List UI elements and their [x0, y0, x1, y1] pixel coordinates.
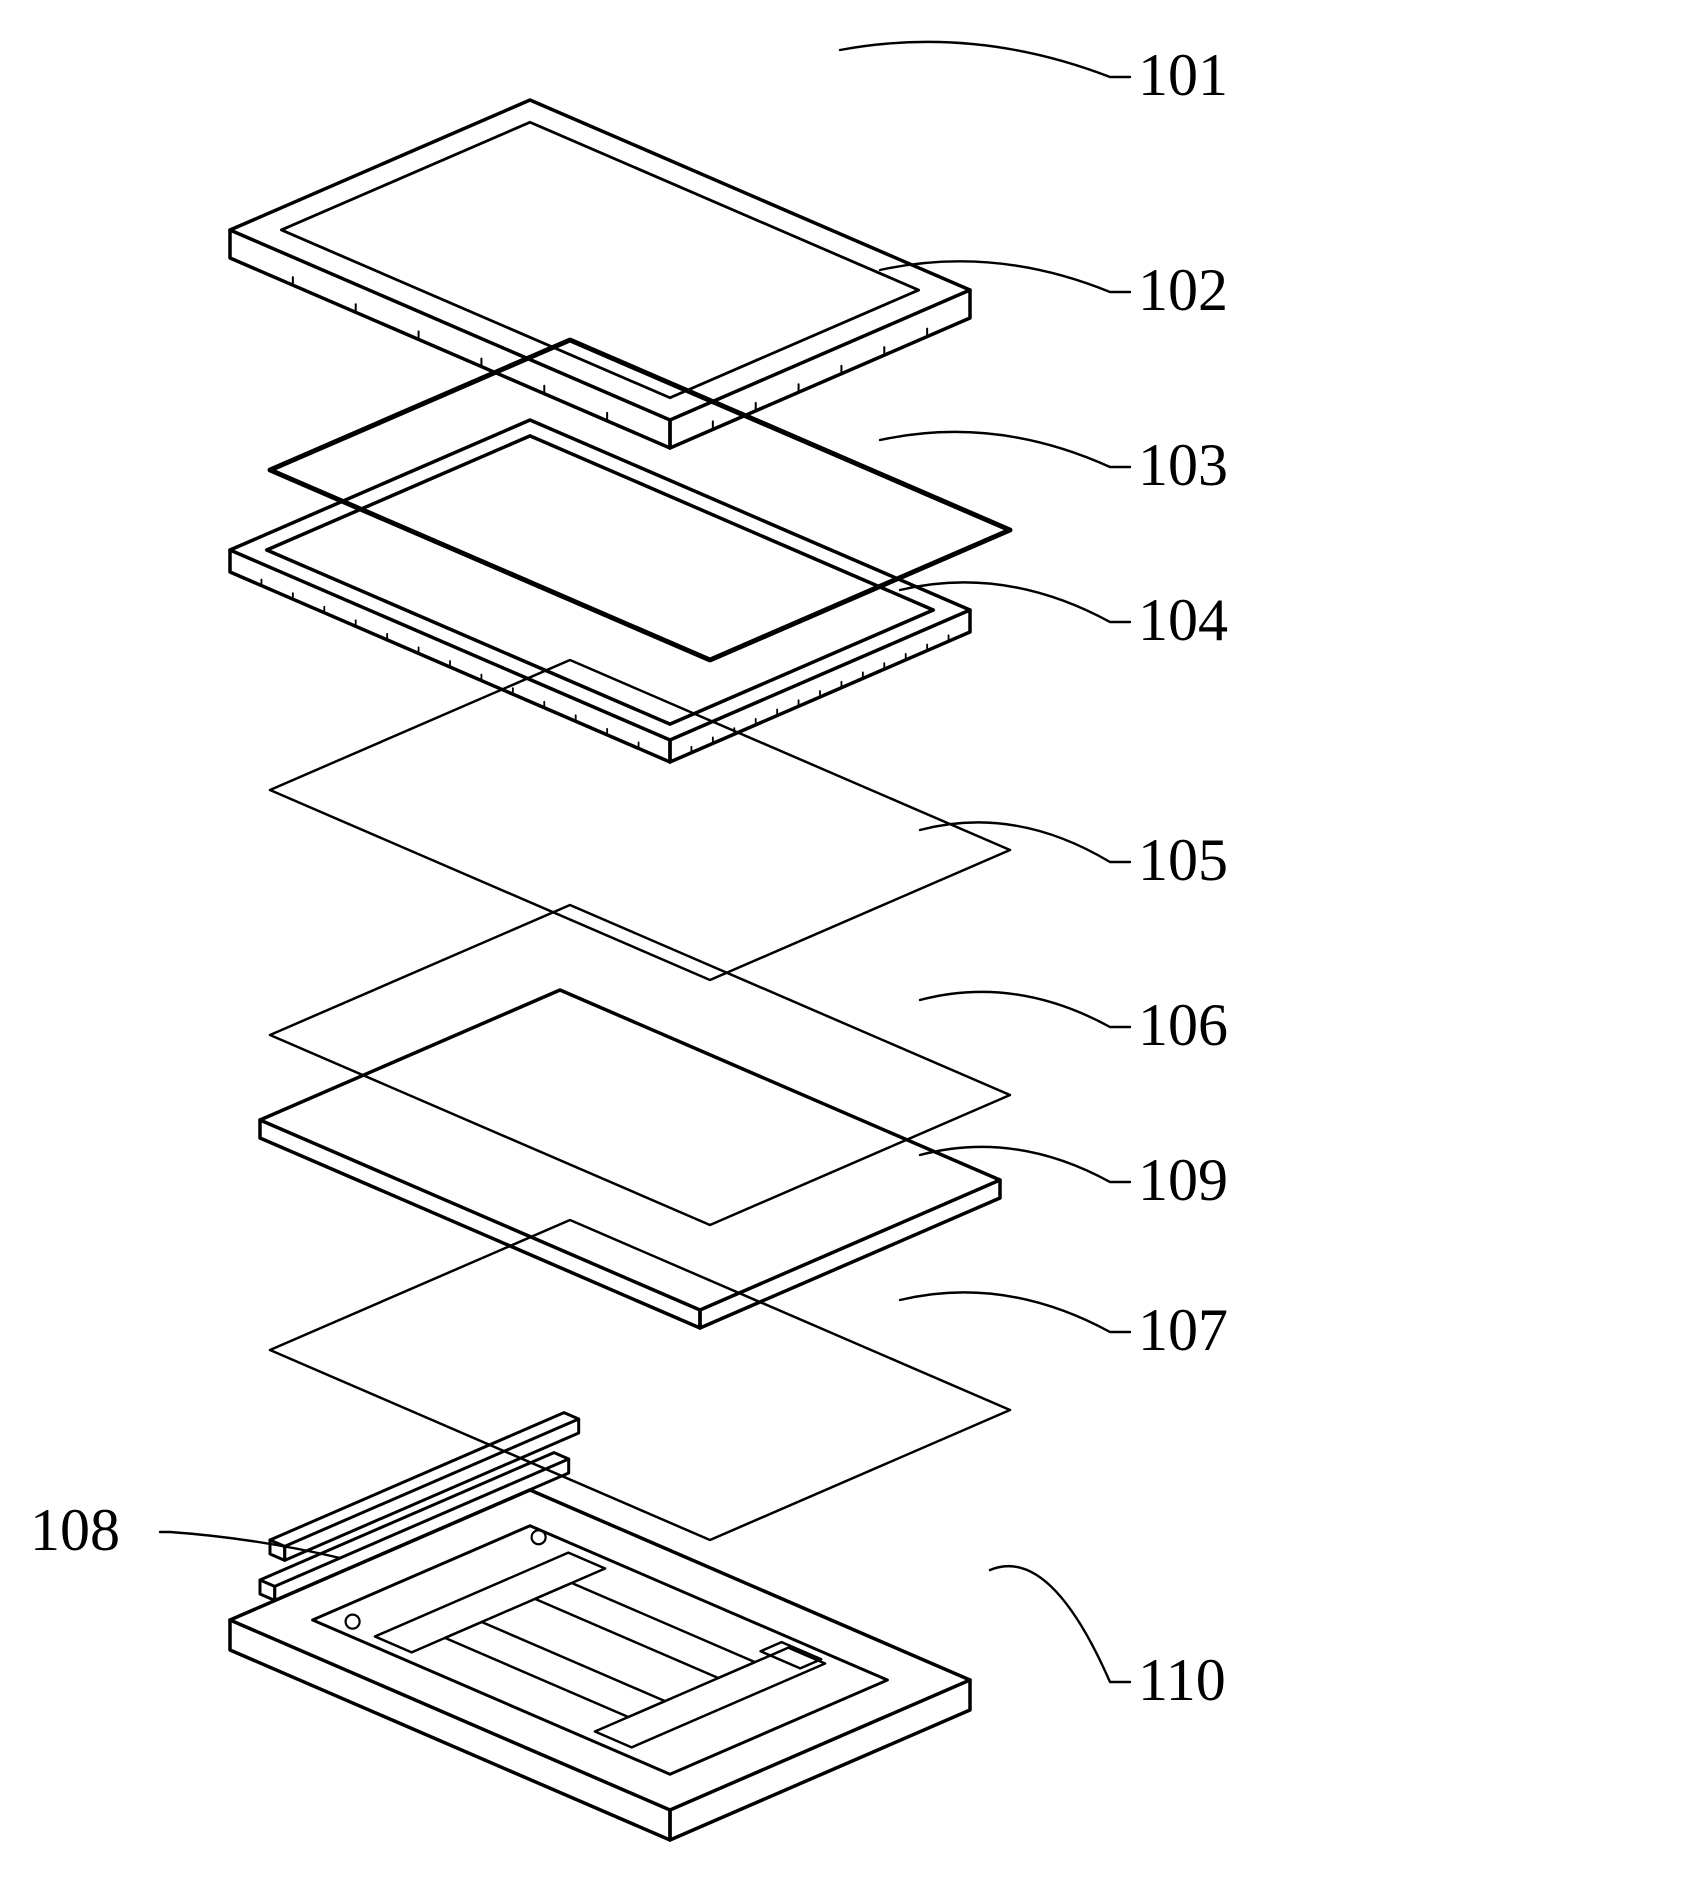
layer-101-outer: [230, 100, 970, 420]
layer-105-sheet: [270, 905, 1010, 1225]
label-104: 104: [1138, 587, 1228, 653]
leader-103: [880, 432, 1130, 467]
layer-106-top: [260, 990, 1000, 1310]
leader-105: [920, 822, 1130, 862]
layer-103-side-r: [670, 610, 970, 762]
layer-101-inner: [281, 122, 918, 398]
layer-110-boss-0: [346, 1615, 360, 1629]
leader-104: [900, 582, 1130, 622]
layer-108-top: [260, 1453, 569, 1587]
leader-101: [840, 42, 1130, 77]
layer-101-side-r: [670, 290, 970, 448]
leader-108: [160, 1532, 340, 1558]
label-108: 108: [30, 1497, 120, 1563]
label-105: 105: [1138, 827, 1228, 893]
layer-110-outer: [230, 1490, 970, 1810]
leader-106: [920, 992, 1130, 1027]
label-103: 103: [1138, 432, 1228, 498]
leader-110: [990, 1566, 1130, 1682]
leader-109: [920, 1147, 1130, 1182]
layer-106-right: [700, 1180, 1000, 1328]
layer-103-side-l: [230, 550, 670, 762]
leader-107: [900, 1292, 1130, 1332]
layer-110-col-1: [445, 1622, 665, 1717]
layer-110-side-r: [670, 1680, 970, 1840]
layer-106-left: [260, 1120, 700, 1328]
label-101: 101: [1138, 42, 1228, 108]
layer-104-sheet: [270, 660, 1010, 980]
layer-110-side-l: [230, 1620, 670, 1840]
layer-103-inner: [267, 436, 934, 724]
label-107: 107: [1138, 1297, 1228, 1363]
label-106: 106: [1138, 992, 1228, 1058]
layer-110-col-2: [535, 1583, 755, 1678]
layer-101-side-l: [230, 230, 670, 448]
layer-107-front: [285, 1419, 579, 1560]
label-102: 102: [1138, 257, 1228, 323]
label-110: 110: [1138, 1647, 1226, 1713]
layer-110-rail-2: [595, 1648, 825, 1748]
layer-110-boss-1: [532, 1530, 546, 1544]
layer-110-rail-1: [375, 1553, 605, 1653]
label-109: 109: [1138, 1147, 1228, 1213]
